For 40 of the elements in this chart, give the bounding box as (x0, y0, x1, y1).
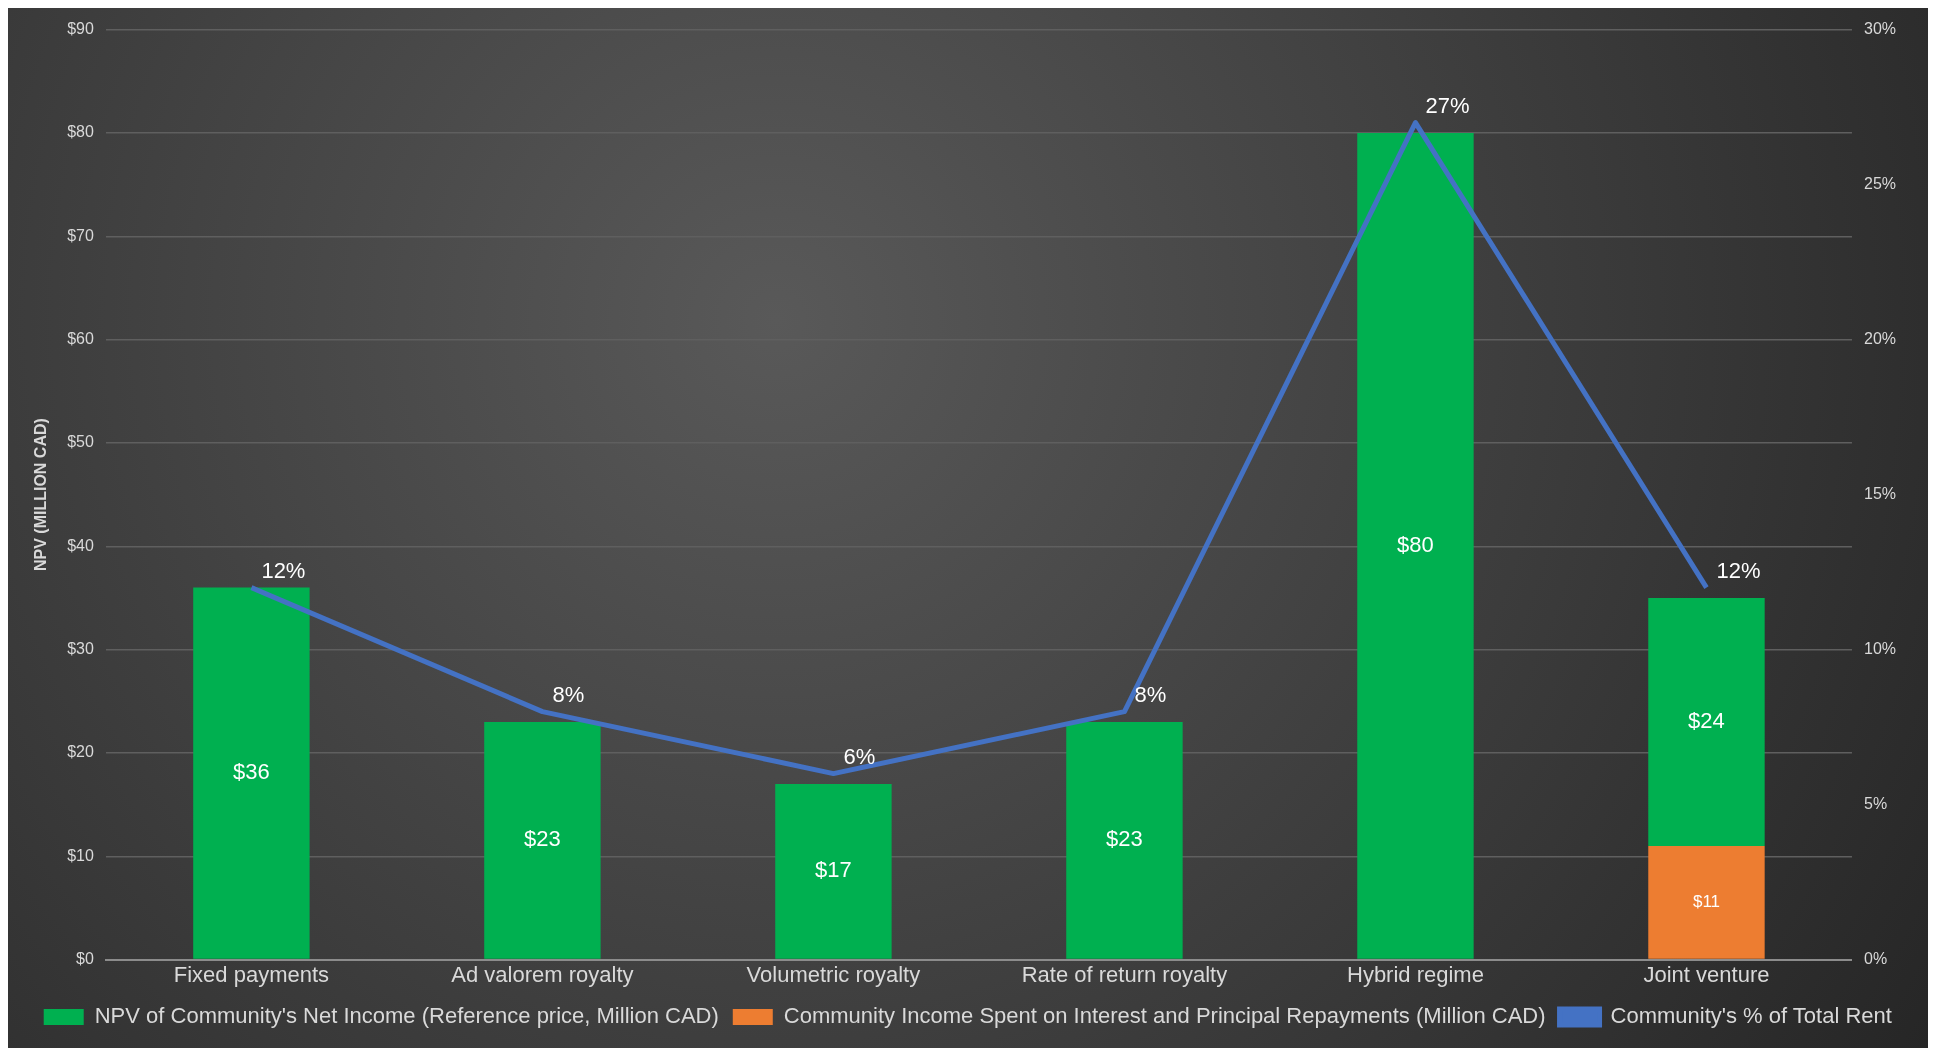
x-tick-label: Joint venture (1643, 961, 1770, 987)
data-label: $23 (524, 826, 561, 852)
data-label: $80 (1397, 531, 1434, 557)
legend-label: NPV of Community's Net Income (Reference price, Million CAD) (94, 1003, 719, 1029)
y2-tick-label: 5% (1863, 795, 1888, 813)
x-tick-label: Hybrid regime (1346, 961, 1484, 987)
data-label: 8% (1134, 681, 1167, 707)
data-label: $11 (1692, 892, 1721, 912)
y-tick-label: $10 (67, 846, 94, 864)
y2-tick-label: 10% (1863, 640, 1897, 658)
y-tick-label: $70 (67, 226, 94, 244)
y2-tick-label: 20% (1863, 330, 1897, 348)
legend-label: Community Income Spent on Interest and Principal Repayments (Million CAD) (783, 1003, 1546, 1029)
x-tick-label: Ad valorem royalty (451, 961, 634, 987)
data-label: 12% (261, 557, 306, 583)
y-tick-label: $90 (67, 20, 94, 38)
y2-tick-label: 0% (1863, 950, 1888, 968)
x-tick-label: Volumetric royalty (746, 961, 921, 987)
y-tick-label: $0 (76, 950, 94, 968)
y-tick-label: $20 (67, 743, 94, 761)
y2-tick-label: 25% (1863, 175, 1897, 193)
data-label: $24 (1688, 708, 1725, 733)
y2-tick-label: 30% (1863, 20, 1897, 38)
data-label: $23 (1106, 826, 1143, 852)
y-tick-label: $80 (67, 123, 94, 141)
x-tick-label: Rate of return royalty (1021, 961, 1228, 987)
y-tick-label: $50 (67, 433, 94, 451)
y-tick-label: $30 (67, 640, 94, 658)
data-label: 27% (1425, 92, 1470, 118)
data-label: $17 (815, 857, 852, 883)
x-tick-label: Fixed payments (173, 961, 330, 987)
y2-tick-label: 15% (1863, 485, 1897, 503)
legend-label: Community's % of Total Rent (1610, 1003, 1892, 1029)
data-label: 8% (552, 681, 585, 707)
data-label: $36 (233, 759, 270, 785)
data-label: 6% (843, 743, 876, 769)
data-label: 12% (1716, 557, 1761, 583)
y-axis-title: NPV (MILLION CAD) (32, 418, 50, 572)
y-tick-label: $60 (67, 330, 94, 348)
y-tick-label: $40 (67, 536, 94, 554)
